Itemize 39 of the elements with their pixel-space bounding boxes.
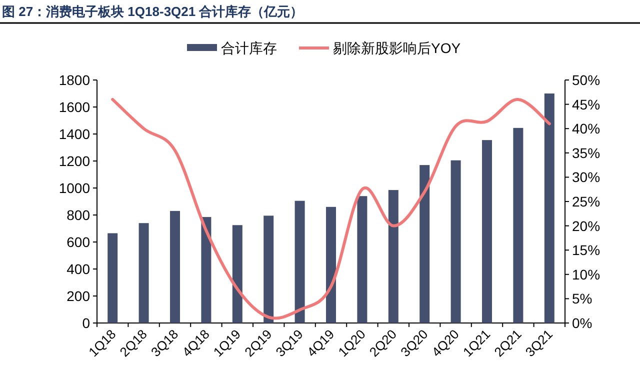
bar bbox=[388, 190, 398, 323]
y-tick-label: 1800 bbox=[58, 72, 90, 88]
y-tick-label: 600 bbox=[66, 234, 90, 250]
y-tick-label: 0 bbox=[82, 315, 90, 331]
y2-tick-label: 40% bbox=[572, 120, 600, 137]
bar bbox=[232, 225, 242, 323]
bar bbox=[108, 233, 118, 323]
bar bbox=[482, 140, 492, 323]
bar bbox=[450, 160, 461, 323]
y2-tick-label: 5% bbox=[572, 290, 592, 307]
bar bbox=[544, 94, 554, 323]
y-tick-label: 400 bbox=[66, 261, 90, 277]
y-tick-label: 200 bbox=[66, 288, 90, 304]
bar bbox=[170, 210, 180, 323]
y-tick-label: 1200 bbox=[58, 153, 90, 169]
bar bbox=[357, 196, 368, 323]
y-tick-label: 800 bbox=[66, 207, 90, 223]
y2-tick-label: 10% bbox=[572, 266, 600, 282]
y2-tick-label: 35% bbox=[572, 144, 600, 161]
bar bbox=[201, 217, 212, 323]
y2-tick-label: 45% bbox=[572, 96, 600, 112]
bar bbox=[294, 200, 305, 323]
legend-label: 剔除新股影响后YOY bbox=[333, 40, 462, 56]
y-tick-label: 1400 bbox=[58, 126, 90, 142]
y2-tick-label: 25% bbox=[572, 194, 600, 210]
bar bbox=[264, 216, 274, 323]
bar bbox=[138, 223, 149, 323]
bar bbox=[420, 165, 430, 323]
y-tick-label: 1000 bbox=[58, 180, 90, 196]
y2-tick-label: 30% bbox=[572, 169, 600, 186]
bar bbox=[326, 206, 336, 323]
bar bbox=[513, 128, 524, 323]
legend-label: 合计库存 bbox=[221, 40, 277, 56]
y2-tick-label: 20% bbox=[572, 218, 600, 234]
y2-tick-label: 15% bbox=[572, 242, 600, 258]
y2-tick-label: 50% bbox=[572, 72, 600, 88]
y-tick-label: 1600 bbox=[58, 99, 90, 115]
chart-title: 图 27：消费电子板块 1Q18-3Q21 合计库存（亿元） bbox=[2, 4, 304, 19]
y2-tick-label: 0% bbox=[572, 315, 592, 331]
